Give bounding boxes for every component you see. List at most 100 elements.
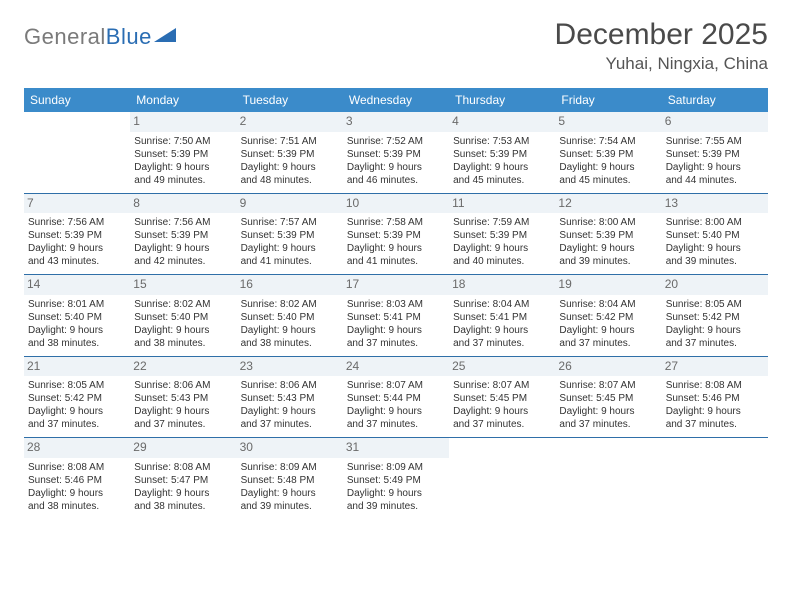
day-day1: Daylight: 9 hours [559, 324, 657, 337]
day-sunrise: Sunrise: 7:54 AM [559, 135, 657, 148]
day-sunset: Sunset: 5:42 PM [28, 392, 126, 405]
day-sunrise: Sunrise: 8:00 AM [666, 216, 764, 229]
day-day2: and 39 minutes. [666, 255, 764, 268]
day-day2: and 49 minutes. [134, 174, 232, 187]
day-day2: and 38 minutes. [241, 337, 339, 350]
day-cell: . [24, 112, 130, 193]
day-details: Sunrise: 7:55 AMSunset: 5:39 PMDaylight:… [666, 135, 764, 187]
logo-text-blue: Blue [106, 24, 152, 50]
day-details: Sunrise: 8:00 AMSunset: 5:39 PMDaylight:… [559, 216, 657, 268]
day-cell: 8Sunrise: 7:56 AMSunset: 5:39 PMDaylight… [130, 194, 236, 275]
day-day1: Daylight: 9 hours [134, 324, 232, 337]
day-cell: 12Sunrise: 8:00 AMSunset: 5:39 PMDayligh… [555, 194, 661, 275]
day-day1: Daylight: 9 hours [666, 161, 764, 174]
day-sunrise: Sunrise: 8:00 AM [559, 216, 657, 229]
day-day1: Daylight: 9 hours [134, 161, 232, 174]
day-sunset: Sunset: 5:45 PM [453, 392, 551, 405]
day-number: 15 [130, 275, 236, 295]
day-number: 20 [662, 275, 768, 295]
day-sunrise: Sunrise: 7:51 AM [241, 135, 339, 148]
day-sunset: Sunset: 5:39 PM [559, 148, 657, 161]
day-sunset: Sunset: 5:46 PM [666, 392, 764, 405]
day-day2: and 40 minutes. [453, 255, 551, 268]
day-day1: Daylight: 9 hours [347, 324, 445, 337]
day-sunrise: Sunrise: 7:56 AM [28, 216, 126, 229]
day-day2: and 37 minutes. [453, 337, 551, 350]
day-sunrise: Sunrise: 8:09 AM [241, 461, 339, 474]
logo: GeneralBlue [24, 24, 178, 50]
day-sunset: Sunset: 5:45 PM [559, 392, 657, 405]
week-row: .1Sunrise: 7:50 AMSunset: 5:39 PMDayligh… [24, 112, 768, 194]
weekday-header: Sunday [24, 88, 130, 112]
day-cell: 19Sunrise: 8:04 AMSunset: 5:42 PMDayligh… [555, 275, 661, 356]
weekday-header: Thursday [449, 88, 555, 112]
day-sunset: Sunset: 5:39 PM [666, 148, 764, 161]
day-sunrise: Sunrise: 7:59 AM [453, 216, 551, 229]
day-sunrise: Sunrise: 8:08 AM [666, 379, 764, 392]
day-day2: and 39 minutes. [347, 500, 445, 513]
day-details: Sunrise: 8:04 AMSunset: 5:41 PMDaylight:… [453, 298, 551, 350]
day-sunrise: Sunrise: 8:05 AM [28, 379, 126, 392]
weekday-header: Wednesday [343, 88, 449, 112]
day-sunset: Sunset: 5:49 PM [347, 474, 445, 487]
day-details: Sunrise: 8:04 AMSunset: 5:42 PMDaylight:… [559, 298, 657, 350]
day-number: 31 [343, 438, 449, 458]
day-cell: 17Sunrise: 8:03 AMSunset: 5:41 PMDayligh… [343, 275, 449, 356]
day-day1: Daylight: 9 hours [666, 242, 764, 255]
day-sunset: Sunset: 5:48 PM [241, 474, 339, 487]
day-cell: 4Sunrise: 7:53 AMSunset: 5:39 PMDaylight… [449, 112, 555, 193]
day-day1: Daylight: 9 hours [28, 405, 126, 418]
day-details: Sunrise: 7:50 AMSunset: 5:39 PMDaylight:… [134, 135, 232, 187]
day-day1: Daylight: 9 hours [241, 324, 339, 337]
day-day2: and 37 minutes. [347, 337, 445, 350]
day-details: Sunrise: 8:03 AMSunset: 5:41 PMDaylight:… [347, 298, 445, 350]
day-number: 12 [555, 194, 661, 214]
day-sunrise: Sunrise: 8:01 AM [28, 298, 126, 311]
day-day2: and 41 minutes. [241, 255, 339, 268]
day-day2: and 38 minutes. [134, 337, 232, 350]
day-details: Sunrise: 8:02 AMSunset: 5:40 PMDaylight:… [241, 298, 339, 350]
day-cell: 5 Sunrise: 7:54 AMSunset: 5:39 PMDaylight… [555, 112, 661, 193]
day-cell: 9Sunrise: 7:57 AMSunset: 5:39 PMDaylight… [237, 194, 343, 275]
weekday-header: Saturday [662, 88, 768, 112]
day-day1: Daylight: 9 hours [453, 405, 551, 418]
day-day2: and 37 minutes. [666, 418, 764, 431]
week-row: 7Sunrise: 7:56 AMSunset: 5:39 PMDaylight… [24, 194, 768, 276]
day-details: Sunrise: 7:54 AMSunset: 5:39 PMDaylight:… [559, 135, 657, 187]
month-title: December 2025 [555, 18, 768, 52]
day-day1: Daylight: 9 hours [347, 405, 445, 418]
day-cell: 11Sunrise: 7:59 AMSunset: 5:39 PMDayligh… [449, 194, 555, 275]
day-sunrise: Sunrise: 8:04 AM [559, 298, 657, 311]
weekday-header-row: SundayMondayTuesdayWednesdayThursdayFrid… [24, 88, 768, 112]
day-sunrise: Sunrise: 7:56 AM [134, 216, 232, 229]
day-number: 5 [555, 112, 661, 132]
day-sunrise: Sunrise: 7:50 AM [134, 135, 232, 148]
day-day2: and 37 minutes. [134, 418, 232, 431]
header: GeneralBlue December 2025 Yuhai, Ningxia… [24, 18, 768, 74]
day-cell: 2Sunrise: 7:51 AMSunset: 5:39 PMDaylight… [237, 112, 343, 193]
day-details: Sunrise: 8:01 AMSunset: 5:40 PMDaylight:… [28, 298, 126, 350]
day-cell: 26Sunrise: 8:07 AMSunset: 5:45 PMDayligh… [555, 357, 661, 438]
day-number: 24 [343, 357, 449, 377]
day-cell: 1Sunrise: 7:50 AMSunset: 5:39 PMDaylight… [130, 112, 236, 193]
week-row: 21Sunrise: 8:05 AMSunset: 5:42 PMDayligh… [24, 357, 768, 439]
day-cell: . [449, 438, 555, 519]
day-day1: Daylight: 9 hours [134, 405, 232, 418]
day-sunset: Sunset: 5:39 PM [347, 148, 445, 161]
day-sunset: Sunset: 5:42 PM [666, 311, 764, 324]
day-sunrise: Sunrise: 8:06 AM [241, 379, 339, 392]
day-sunset: Sunset: 5:41 PM [347, 311, 445, 324]
day-number: 22 [130, 357, 236, 377]
day-details: Sunrise: 7:53 AMSunset: 5:39 PMDaylight:… [453, 135, 551, 187]
day-sunset: Sunset: 5:44 PM [347, 392, 445, 405]
day-number: 26 [555, 357, 661, 377]
day-details: Sunrise: 8:07 AMSunset: 5:44 PMDaylight:… [347, 379, 445, 431]
logo-text-gray: General [24, 24, 106, 50]
day-day1: Daylight: 9 hours [453, 324, 551, 337]
day-day2: and 43 minutes. [28, 255, 126, 268]
day-details: Sunrise: 8:07 AMSunset: 5:45 PMDaylight:… [453, 379, 551, 431]
weekday-header: Tuesday [237, 88, 343, 112]
day-day2: and 37 minutes. [559, 418, 657, 431]
day-day2: and 42 minutes. [134, 255, 232, 268]
day-sunset: Sunset: 5:40 PM [666, 229, 764, 242]
